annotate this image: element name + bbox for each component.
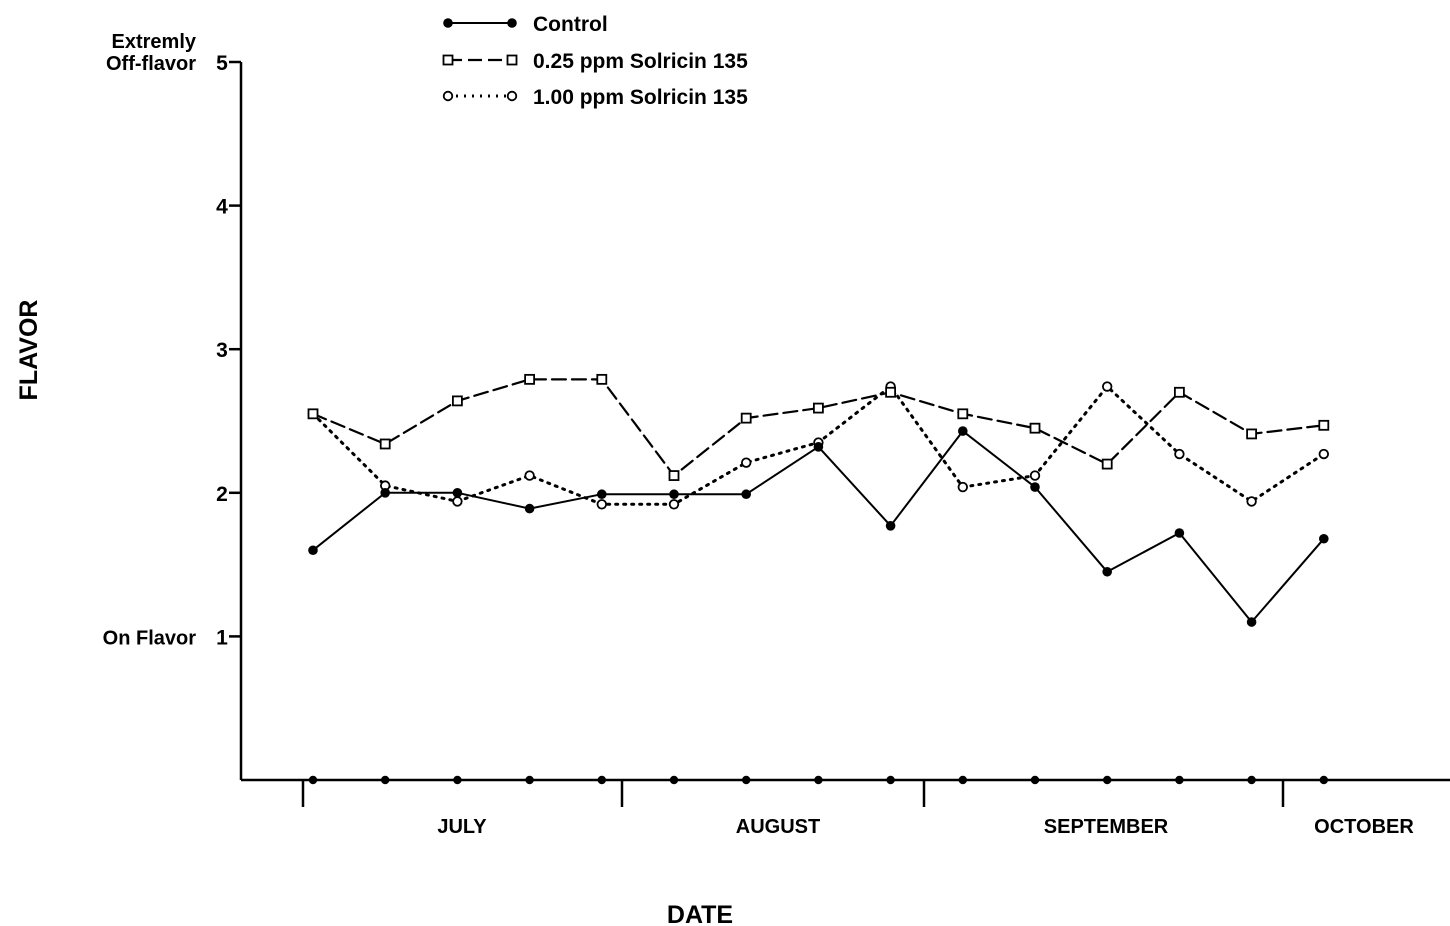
x-date-marker	[886, 775, 895, 785]
series-layer	[307, 373, 1330, 627]
legend-label: 0.25 ppm Solricin 135	[533, 50, 748, 73]
x-date-marker	[814, 775, 823, 785]
data-point	[524, 373, 535, 385]
data-point	[1030, 482, 1040, 492]
data-point	[813, 402, 824, 414]
data-point	[741, 457, 752, 468]
data-point	[1318, 448, 1330, 460]
x-axis-label: DATE	[667, 901, 733, 926]
data-point	[1246, 496, 1257, 507]
y-tick-label: 1	[216, 626, 228, 649]
data-point	[1174, 528, 1185, 538]
legend-marker	[443, 18, 453, 28]
y-tick-label: 5	[216, 52, 228, 75]
data-point	[597, 489, 607, 500]
data-point	[813, 442, 824, 452]
series-line	[312, 430, 1325, 623]
y-annotation: On Flavor	[103, 627, 197, 649]
data-point	[596, 373, 608, 385]
data-point	[452, 496, 463, 507]
data-point	[740, 412, 752, 424]
legend-marker	[506, 90, 518, 102]
legend-label: Control	[533, 13, 608, 36]
data-point	[1246, 428, 1257, 440]
data-point	[1101, 381, 1113, 392]
legend-marker	[506, 54, 518, 66]
y-tick-label: 2	[216, 483, 228, 506]
x-date-marker	[1030, 775, 1040, 785]
legend-marker	[442, 90, 454, 102]
x-date-marker	[381, 775, 390, 785]
x-date-marker	[742, 775, 751, 785]
x-date-marker	[308, 775, 318, 785]
data-point	[957, 408, 969, 420]
data-point	[1174, 386, 1185, 398]
y-annotation: Off-flavor	[106, 53, 196, 75]
month-label: OCTOBER	[1314, 816, 1414, 838]
x-date-marker	[453, 775, 462, 785]
data-point	[957, 481, 969, 493]
x-date-marker	[669, 775, 679, 785]
legend: Control 0.25 ppm Solricin 135 1.00 ppm Sol…	[442, 13, 748, 109]
month-label: SEPTEMBER	[1044, 816, 1169, 838]
series-0	[308, 426, 1329, 627]
month-label: AUGUST	[736, 816, 820, 838]
data-point	[741, 489, 751, 500]
legend-marker	[442, 54, 454, 66]
data-point	[1174, 448, 1185, 460]
y-tick-label: 3	[216, 339, 228, 362]
data-point	[1319, 533, 1329, 544]
data-point	[1101, 458, 1113, 470]
data-point	[451, 395, 463, 407]
x-date-marker	[597, 775, 606, 785]
y-tick-label: 4	[216, 196, 228, 219]
x-date-marker	[1175, 775, 1184, 785]
legend-label: 1.00 ppm Solricin 135	[533, 86, 748, 109]
data-point	[885, 521, 896, 531]
data-point	[452, 488, 463, 498]
y-annotation: Extremly	[112, 31, 197, 53]
data-point	[596, 499, 608, 510]
data-point	[885, 386, 896, 398]
x-date-marker	[1319, 775, 1329, 785]
data-point	[524, 470, 535, 481]
x-date-marker	[525, 775, 534, 785]
data-point	[524, 503, 535, 514]
data-point	[1029, 422, 1041, 434]
data-point	[1102, 566, 1112, 577]
series-1	[307, 373, 1330, 481]
data-point	[308, 545, 318, 556]
series-line	[311, 378, 1325, 477]
data-point	[307, 408, 319, 420]
data-point	[669, 489, 679, 500]
legend-marker	[507, 18, 517, 28]
x-date-marker	[958, 775, 967, 785]
data-point	[379, 438, 391, 450]
y-axis-label: FLAVOR	[15, 300, 43, 401]
data-point	[1029, 470, 1041, 481]
month-label: JULY	[437, 816, 487, 838]
data-point	[380, 488, 391, 498]
data-point	[1246, 617, 1257, 627]
data-point	[958, 426, 968, 436]
data-point	[668, 499, 680, 510]
x-ticks: JULY AUGUST SEPTEMBER OCTOBER	[301, 775, 1414, 838]
x-date-marker	[1103, 775, 1112, 785]
data-point	[1318, 419, 1330, 431]
x-date-marker	[1247, 775, 1256, 785]
data-point	[668, 470, 680, 481]
